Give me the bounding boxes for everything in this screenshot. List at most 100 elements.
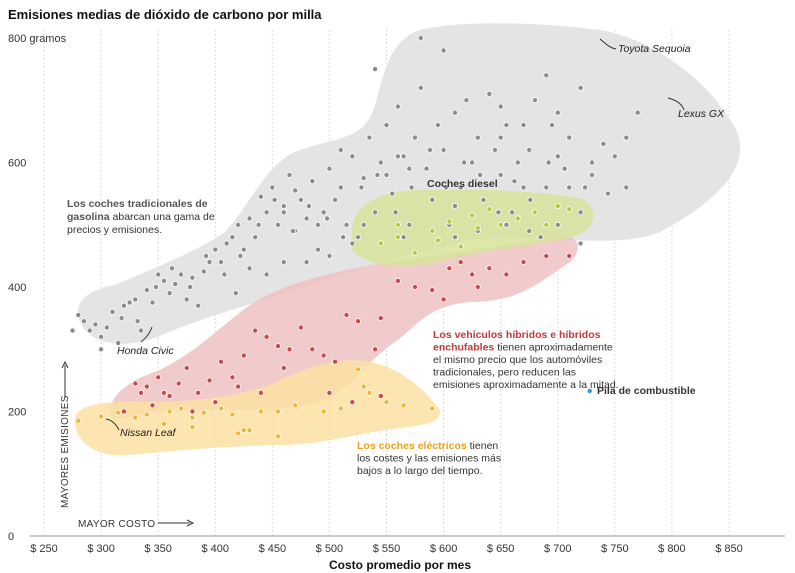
gas-point	[366, 134, 373, 141]
electric-point	[217, 405, 224, 412]
gas-point	[531, 97, 538, 104]
gas-point	[566, 134, 573, 141]
hybrid-point	[543, 252, 550, 259]
hybrid-point	[217, 358, 224, 365]
hybrid-point	[263, 333, 270, 340]
gas-point	[206, 259, 213, 266]
diesel-point	[457, 243, 464, 250]
leader-toyota-sequoia	[599, 38, 617, 50]
annotations: Los coches tradicionales de gasolina aba…	[60, 38, 725, 530]
gas-point	[400, 153, 407, 160]
gas-point	[474, 134, 481, 141]
hybrid-point	[189, 408, 196, 415]
gas-point	[527, 196, 534, 203]
gas-point	[326, 165, 333, 172]
gas-point	[237, 252, 244, 259]
gas-point	[160, 277, 167, 284]
diesel-point	[531, 209, 538, 216]
hybrid-point	[429, 287, 436, 294]
gas-point	[69, 327, 76, 334]
hybrid-point	[332, 358, 339, 365]
gas-point	[271, 196, 278, 203]
diesel-point	[566, 206, 573, 213]
label-toyota-sequoia: Toyota Sequoia	[618, 43, 691, 55]
gas-point	[406, 165, 413, 172]
hybrid-point	[309, 346, 316, 353]
gas-point	[543, 184, 550, 191]
gas-point	[582, 184, 589, 191]
gas-point	[469, 159, 476, 166]
gas-point	[152, 283, 159, 290]
gas-point	[292, 187, 299, 194]
diesel-point	[474, 224, 481, 231]
electric-point	[257, 408, 264, 415]
leader-honda-civic	[140, 326, 153, 343]
gas-point	[543, 72, 550, 79]
electric-point	[166, 408, 173, 415]
gas-point	[137, 327, 144, 334]
hybrid-point	[206, 377, 213, 384]
gas-point	[434, 122, 441, 129]
gas-point	[235, 221, 242, 228]
y-direction-arrowhead	[61, 360, 69, 369]
gas-point	[417, 35, 424, 42]
chart-title: Emisiones medias de dióxido de carbono p…	[8, 7, 322, 22]
gas-point	[286, 171, 293, 178]
electric-point	[177, 405, 184, 412]
gas-point	[217, 259, 224, 266]
hybrid-point	[183, 364, 190, 371]
gas-point	[520, 184, 527, 191]
electric-point	[160, 420, 167, 427]
electric-point	[383, 399, 390, 406]
electric-point	[274, 433, 281, 440]
gas-point	[200, 268, 207, 275]
electric-region	[74, 360, 441, 456]
electric-point	[200, 409, 207, 416]
fuelcell-point	[586, 387, 593, 394]
gas-point	[168, 265, 175, 272]
gas-point	[509, 209, 516, 216]
gas-point	[394, 153, 401, 160]
gas-point	[75, 311, 82, 318]
gas-point	[611, 153, 618, 160]
hybrid-point	[252, 327, 259, 334]
diesel-region	[352, 189, 594, 267]
gas-point	[495, 209, 502, 216]
gas-point	[343, 221, 350, 228]
hybrid-point	[149, 402, 156, 409]
gas-point	[383, 122, 390, 129]
gas-point	[252, 234, 259, 241]
electric-point	[292, 402, 299, 409]
hybrid-point	[486, 265, 493, 272]
label-nissan-leaf: Nissan Leaf	[120, 427, 177, 439]
gas-point	[195, 302, 202, 309]
x-tick-label: $ 350	[144, 543, 172, 555]
gas-point	[120, 302, 127, 309]
electric-point	[132, 414, 139, 421]
gas-point	[246, 265, 253, 272]
gas-point	[623, 134, 630, 141]
diesel-point	[514, 215, 521, 222]
gas-point	[314, 246, 321, 253]
electric-point	[189, 414, 196, 421]
gas-point	[149, 299, 156, 306]
electric-point	[229, 411, 236, 418]
diesel-annotation: Coches diesel	[427, 178, 498, 190]
gas-point	[440, 47, 447, 54]
gas-point	[305, 203, 312, 210]
gas-point	[172, 280, 179, 287]
electric-point	[274, 408, 281, 415]
y-tick-label: 0	[8, 531, 14, 543]
gas-point	[263, 271, 270, 278]
diesel-point	[446, 218, 453, 225]
hybrid-point	[235, 383, 242, 390]
gas-point	[374, 171, 381, 178]
gas-point	[109, 308, 116, 315]
x-direction-arrowhead	[186, 519, 195, 527]
gas-point	[103, 324, 110, 331]
gas-point	[81, 318, 88, 325]
gas-point	[477, 171, 484, 178]
hybrid-point	[166, 392, 173, 399]
diesel-point	[497, 221, 504, 228]
gas-point	[503, 122, 510, 129]
